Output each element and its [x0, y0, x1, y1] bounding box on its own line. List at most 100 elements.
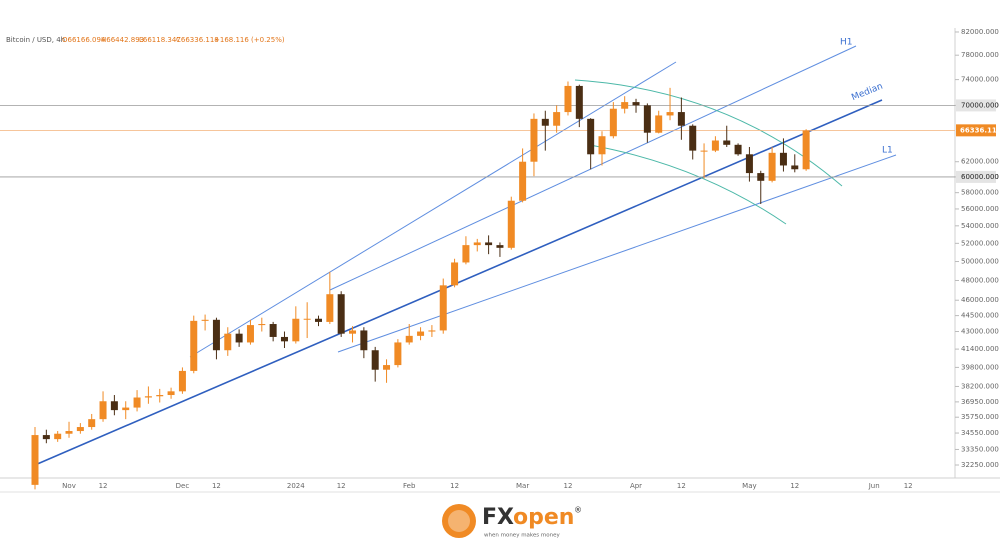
candle-body [201, 319, 209, 321]
x-tick-label: Mar [516, 482, 529, 490]
y-tick-label: 46000.000 [961, 296, 999, 304]
candle-body [530, 118, 538, 162]
candle-body [144, 396, 152, 398]
candle-body [235, 333, 243, 343]
y-tick-label: 56000.000 [961, 205, 999, 213]
candle-body [779, 152, 787, 166]
candle-body [564, 85, 572, 113]
h1-label: H1 [840, 38, 853, 48]
candle-body [575, 85, 583, 119]
candle-body [485, 242, 493, 246]
x-tick-label: Dec [176, 482, 190, 490]
candle-body [757, 173, 765, 181]
l1-label: L1 [882, 146, 893, 156]
candle-body [383, 365, 391, 370]
x-tick-label: 12 [99, 482, 108, 490]
x-tick-label: 2024 [287, 482, 305, 490]
y-tick-label: 32250.000 [961, 461, 999, 469]
ohlc-open: O66166.094 [62, 36, 106, 44]
logo-brand-b: open [513, 505, 574, 530]
candle-body [156, 395, 164, 397]
arc-outer [574, 79, 843, 187]
candle-body [224, 333, 232, 351]
candle-body [507, 200, 515, 248]
logo-registered: ® [574, 506, 582, 515]
hline-label-box [956, 170, 996, 183]
y-tick-label: 54000.000 [961, 222, 999, 230]
y-tick-label: 35750.000 [961, 413, 999, 421]
candle-body [133, 397, 141, 408]
candle-body [700, 150, 708, 152]
y-tick-label: 38200.000 [961, 382, 999, 390]
y-tick-label: 82000.000 [961, 28, 999, 36]
candle-body [65, 431, 73, 434]
ohlc-close: C66336.118 [176, 36, 219, 44]
candle-body [315, 318, 322, 322]
x-tick-label: Apr [630, 482, 642, 490]
candle-body [451, 262, 459, 286]
y-tick-label: 62000.000 [961, 158, 999, 166]
candle-body [258, 324, 266, 326]
candle-body [31, 435, 39, 485]
l1-line [337, 154, 897, 353]
candle-body [99, 401, 107, 420]
candle-body [190, 320, 198, 371]
last-price-label: 66336.118 [960, 126, 1000, 134]
candle-body [212, 319, 220, 351]
logo-brand-a: FX [482, 505, 514, 530]
y-tick-label: 36950.000 [961, 398, 999, 406]
candle-body [609, 108, 617, 137]
candle-body [88, 419, 96, 428]
last-price-box [956, 124, 996, 137]
arc-inner [589, 144, 787, 225]
y-tick-label: 39800.000 [961, 363, 999, 371]
hline-label-box [956, 99, 996, 112]
upper-line [189, 61, 677, 358]
candle-body [802, 130, 810, 170]
y-tick-label: 43000.000 [961, 328, 999, 336]
candle-body [689, 125, 697, 151]
candle-body [337, 294, 345, 334]
candle-body [666, 112, 674, 116]
candle-body [541, 118, 549, 126]
candle-body [621, 102, 629, 109]
x-tick-label: Feb [403, 482, 416, 490]
x-tick-label: May [742, 482, 756, 490]
y-tick-label-highlight: 70000.000 [961, 101, 999, 109]
candle-body [417, 331, 425, 336]
y-tick-label: 44500.000 [961, 312, 999, 320]
candle-body [655, 115, 663, 133]
candle-body [734, 144, 742, 155]
logo-tagline: when money makes money [484, 533, 561, 539]
candle-body [632, 102, 640, 106]
candle-body [54, 433, 62, 440]
candle-body [76, 427, 84, 432]
median-line [34, 99, 883, 466]
y-tick-label: 48000.000 [961, 276, 999, 284]
candle-body [394, 342, 402, 366]
candle-body [280, 336, 288, 342]
y-tick-label: 58000.000 [961, 189, 999, 197]
logo-emblem [442, 504, 476, 538]
y-tick-label: 74000.000 [961, 76, 999, 84]
y-tick-label-highlight: 60000.000 [961, 173, 999, 181]
candle-body [349, 330, 357, 334]
y-tick-label: 33350.000 [961, 445, 999, 453]
x-tick-label: 12 [677, 482, 686, 490]
candle-body [711, 140, 719, 151]
candle-body [42, 435, 50, 440]
candle-body [110, 401, 118, 411]
h1-line [329, 45, 857, 291]
candle-body [723, 140, 731, 145]
ohlc-change: +168.116 (+0.25%) [214, 36, 285, 44]
candle-body [428, 330, 436, 332]
x-tick-label: 12 [337, 482, 346, 490]
candle-body [496, 245, 504, 248]
candle-body [303, 318, 311, 320]
candle-body [167, 391, 175, 396]
candle-body [677, 112, 685, 126]
x-tick-label: Jun [868, 482, 880, 490]
